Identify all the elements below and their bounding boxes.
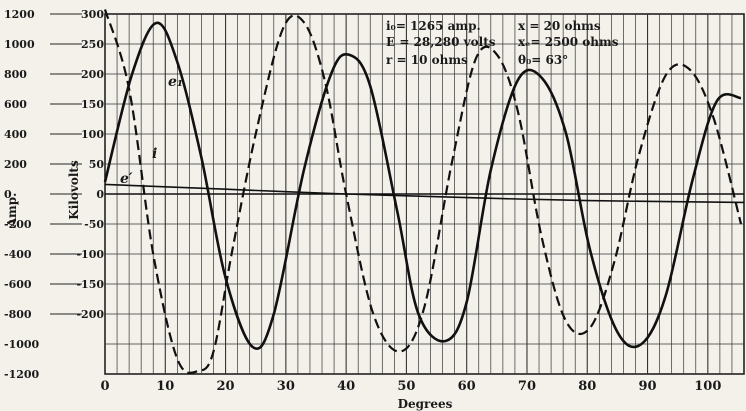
amp-tick-label: -600 [4,278,32,291]
kilovolt-tick-label: 250 [81,38,104,51]
amp-tick-label: 600 [4,98,27,111]
x-tick-label: 30 [277,379,295,394]
x-tick-label: 0 [100,379,109,394]
annotation-resistance: r = 10 ohms [386,53,468,67]
kilovolt-tick-label: 50 [89,158,105,171]
x-tick-label: 50 [397,379,415,394]
x-tick-label: 70 [518,379,536,394]
x-tick-label: 20 [217,379,235,394]
amp-tick-label: -400 [4,248,32,261]
amp-tick-label: 200 [4,158,27,171]
x-tick-label: 80 [578,379,596,394]
kilovolt-tick-label: 0 [96,188,104,201]
series-label-e-prime: e′ [120,171,133,187]
e1-curve [103,21,742,350]
kilovolt-tick-label: -50 [84,218,104,231]
annotation-reactance: x = 20 ohms [518,19,601,33]
amp-tick-label: 1200 [4,8,35,21]
annotation-voltage: E = 28,280 volts [386,35,496,49]
annotation-current: i₀= 1265 amp. [386,19,481,33]
series-label-e1: e₁ [168,74,183,90]
x-tick-label: 10 [156,379,174,394]
curves [103,9,745,375]
annotation-capacitive-reactance: xₑ= 2500 ohms [518,35,619,49]
series-label-i: i [152,146,157,162]
amp-tick-label: -200 [4,218,32,231]
annotation-phase-angle: θ₀= 63° [518,53,568,67]
kilovolt-tick-label: -100 [76,248,104,261]
amp-axis-title: Amp. [5,193,19,229]
x-tick-label: 90 [639,379,657,394]
x-axis-title: Degrees [398,397,453,411]
x-tick-label: 100 [694,379,721,394]
amp-tick-label: 1000 [4,38,35,51]
amp-tick-label: -1000 [4,338,40,351]
kilovolt-tick-label: 150 [81,98,104,111]
amp-tick-label: 800 [4,68,27,81]
amp-tick-label: -800 [4,308,32,321]
x-tick-label: 60 [458,379,476,394]
amp-tick-label: 0 [4,188,12,201]
kilovolt-tick-label: 100 [81,128,104,141]
e-prime-curve [104,183,745,204]
kilovolt-tick-label: 300 [81,8,104,21]
kilovolt-tick-label: -200 [76,308,104,321]
kilovolt-tick-label: 200 [81,68,104,81]
kilovolt-axis-title: Kilovolts [67,160,81,220]
amp-tick-label: -1200 [4,368,40,381]
kilovolt-tick-label: -150 [76,278,104,291]
x-tick-label: 40 [337,379,355,394]
i-curve [103,9,743,375]
amp-tick-label: 400 [4,128,27,141]
